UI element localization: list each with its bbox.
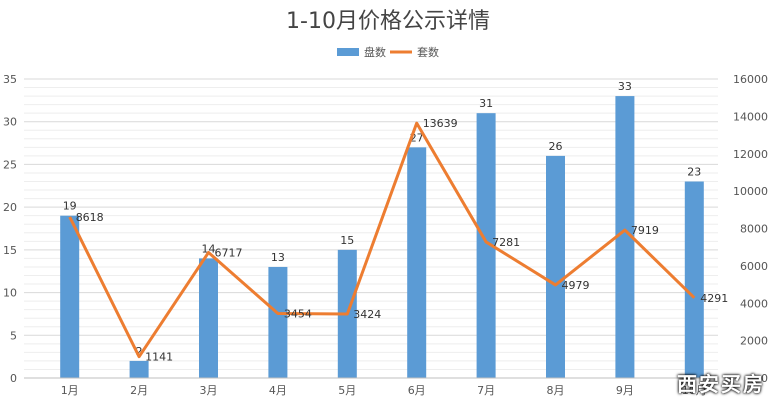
x-tick-label: 5月 (338, 384, 356, 397)
line-data-label: 7281 (492, 236, 520, 249)
bar (199, 258, 218, 378)
x-tick-label: 8月 (547, 384, 565, 397)
bar-data-label: 23 (687, 166, 701, 179)
bar-data-label: 33 (618, 80, 632, 93)
y-axis-right: 0 2000 4000 6000 8000 10000 12000 14000 16000 (733, 73, 768, 385)
line-data-label: 13639 (423, 117, 458, 130)
line-data-label: 3424 (353, 308, 381, 321)
x-tick-label: 10月 (682, 384, 707, 397)
bar (407, 147, 427, 378)
bar-data-label: 31 (479, 97, 493, 110)
bar-data-label: 26 (549, 140, 563, 153)
bar (60, 215, 80, 378)
y-right-tick-label: 8000 (740, 223, 768, 236)
line-data-label: 6717 (215, 246, 243, 259)
y-left-tick-label: 0 (10, 372, 17, 385)
bar (268, 266, 288, 378)
line-data-label: 4291 (700, 292, 728, 305)
y-left-tick-label: 15 (3, 244, 17, 257)
series-line (68, 121, 696, 359)
legend: 盘数 套数 (337, 45, 439, 59)
y-right-tick-label: 12000 (733, 148, 768, 161)
line-data-label: 3454 (284, 307, 312, 320)
line-series: 8618 1141 6717 3454 3424 13639 7281 4979 7919 429… (68, 117, 728, 364)
y-right-tick-label: 6000 (740, 260, 768, 273)
x-tick-label: 6月 (408, 384, 426, 397)
line-data-label: 8618 (76, 211, 104, 224)
y-axis-left: 0 5 10 15 20 25 30 35 (3, 73, 17, 385)
bar-data-label: 2 (136, 345, 143, 358)
x-tick-label: 7月 (477, 384, 495, 397)
x-axis: 1月 2月 3月 4月 5月 6月 7月 8月 9月 10月 (24, 377, 718, 397)
line-data-label: 1141 (145, 351, 173, 364)
y-right-tick-label: 10000 (733, 185, 768, 198)
x-tick-label: 2月 (130, 384, 148, 397)
watermark: 西安买房 (677, 372, 765, 396)
y-left-tick-label: 30 (3, 116, 17, 129)
x-tick-label: 4月 (269, 384, 287, 397)
y-left-tick-label: 10 (3, 287, 17, 300)
x-tick-label: 9月 (616, 384, 634, 397)
legend-label-bar: 盘数 (364, 45, 386, 59)
bar (129, 360, 149, 378)
bar-data-label: 19 (63, 200, 77, 213)
x-tick-label: 1月 (61, 384, 79, 397)
bar-data-label: 13 (271, 251, 285, 264)
y-left-tick-label: 5 (10, 329, 17, 342)
y-right-tick-label: 2000 (740, 335, 768, 348)
legend-label-line: 套数 (417, 46, 439, 59)
bar (476, 113, 496, 379)
y-left-tick-label: 20 (3, 201, 17, 214)
y-right-tick-label: 4000 (740, 297, 768, 310)
legend-swatch-bar (337, 48, 359, 56)
y-left-tick-label: 35 (3, 73, 17, 86)
bar (684, 181, 704, 378)
x-tick-label: 3月 (200, 384, 218, 397)
chart-title: 1-10月价格公示详情 (286, 9, 490, 34)
y-left-tick-label: 25 (3, 158, 17, 171)
y-right-tick-label: 0 (761, 372, 768, 385)
gridlines (24, 78, 718, 379)
y-right-tick-label: 14000 (733, 110, 768, 123)
line-data-label: 7919 (631, 224, 659, 237)
line-data-label: 4979 (562, 279, 590, 292)
bar (546, 155, 565, 378)
bar (615, 96, 635, 378)
bar-data-label: 14 (202, 242, 216, 255)
bar-data-label: 15 (340, 234, 354, 247)
y-right-tick-label: 16000 (733, 73, 768, 86)
